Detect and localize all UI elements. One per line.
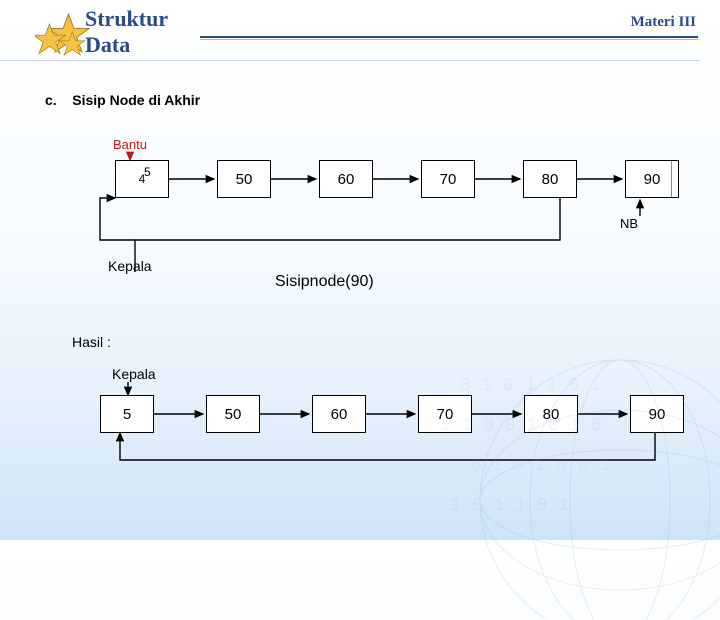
kepala-label-1: Kepala bbox=[108, 258, 152, 274]
kepala-label-2: Kepala bbox=[112, 366, 156, 382]
list-node: 90 bbox=[625, 160, 679, 198]
list-node: 60 bbox=[319, 160, 373, 198]
svg-text:0 1 0 1 0 0 1: 0 1 0 1 0 0 1 bbox=[470, 456, 610, 476]
node-value: 5 bbox=[123, 406, 131, 423]
stars-decoration bbox=[35, 12, 105, 72]
header-rule bbox=[200, 36, 698, 40]
linked-list-before: 4 5 50 60 70 80 90 bbox=[115, 160, 679, 198]
list-node: 60 bbox=[312, 395, 366, 433]
list-node: 80 bbox=[523, 160, 577, 198]
list-node: 50 bbox=[206, 395, 260, 433]
header-subrule bbox=[0, 60, 700, 61]
list-node: 5 bbox=[100, 395, 154, 433]
header: Struktur Data Materi III bbox=[0, 0, 720, 70]
node-value: 60 bbox=[331, 406, 348, 423]
materi-label: Materi III bbox=[631, 14, 696, 31]
hasil-label: Hasil : bbox=[72, 334, 111, 350]
node-value-overlay: 5 bbox=[144, 165, 151, 179]
list-node: 70 bbox=[421, 160, 475, 198]
svg-text:1 1 0 0 1 0 1 0: 1 1 0 0 1 0 1 0 bbox=[440, 416, 602, 436]
svg-text:0 1 0 1 1 0 1: 0 1 0 1 1 0 1 bbox=[460, 376, 600, 396]
node-value: 50 bbox=[225, 406, 242, 423]
sisipnode-call: Sisipnode(90) bbox=[275, 273, 374, 291]
decorative-globe: 0 1 0 1 1 0 1 1 1 0 0 1 0 1 0 0 1 0 1 0 … bbox=[400, 320, 720, 620]
node-value: 70 bbox=[440, 171, 457, 188]
svg-text:1 0 1 1 0 1: 1 0 1 1 0 1 bbox=[450, 496, 569, 516]
section-title: Sisip Node di Akhir bbox=[72, 92, 200, 108]
node-value: 80 bbox=[542, 171, 559, 188]
section-letter: c. bbox=[45, 92, 57, 108]
nb-label: NB bbox=[620, 216, 638, 231]
node-value: 90 bbox=[644, 171, 661, 188]
list-node: 4 5 bbox=[115, 160, 169, 198]
node-value: 50 bbox=[236, 171, 253, 188]
node-value: 60 bbox=[338, 171, 355, 188]
bantu-label: Bantu bbox=[113, 137, 147, 152]
list-node: 50 bbox=[217, 160, 271, 198]
section-heading: c. Sisip Node di Akhir bbox=[45, 92, 200, 108]
